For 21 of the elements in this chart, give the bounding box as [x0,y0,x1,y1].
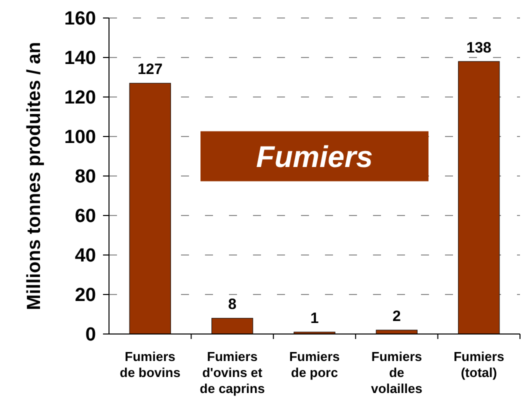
data-label: 1 [310,310,319,328]
x-tick-label: Fumiers (total) [454,349,504,380]
x-tick-label: Fumiers d'ovins et de caprins [200,349,265,396]
y-tick-label: 60 [74,206,96,228]
y-tick-label: 160 [64,8,96,30]
y-tick-label: 40 [74,246,96,267]
x-tick-label: Fumiers de bovins [120,349,180,380]
y-tick-label: 100 [64,127,96,148]
x-tick-label: Fumiers de volailles [371,349,422,396]
y-tick-label: 120 [64,88,96,109]
y-tick-label: 0 [85,324,96,346]
y-tick-label: 20 [74,285,96,306]
x-tick-label: Fumiers de porc [289,349,340,380]
y-tick-label: 80 [74,166,96,188]
data-label: 8 [228,296,236,314]
y-axis-title: Millions tonnes produites / an [24,42,45,310]
data-label: 138 [466,39,492,56]
data-label: 2 [392,308,401,326]
y-tick-label: 140 [64,48,96,70]
data-label: 127 [138,61,163,78]
annotation: Fumiers [256,140,373,174]
